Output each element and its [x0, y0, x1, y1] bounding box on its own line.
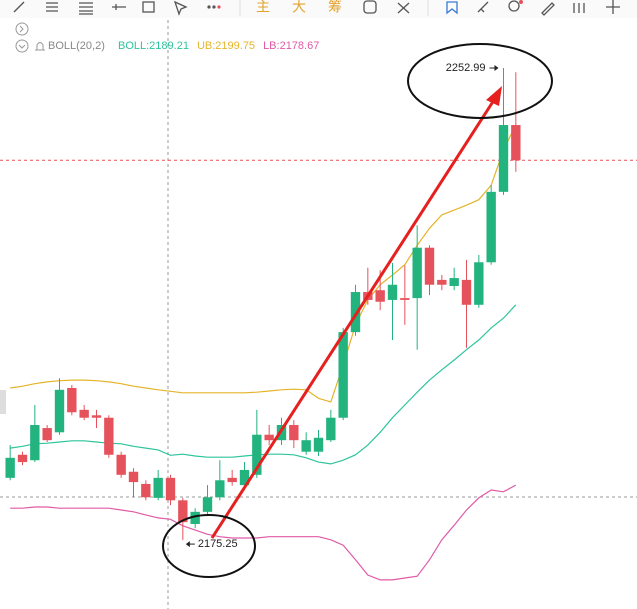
toolbar: 主 大 筹	[0, 0, 637, 18]
toolbar-label[interactable]: 大	[292, 0, 306, 15]
expand-button[interactable]	[15, 22, 29, 36]
tool-icon[interactable]	[397, 2, 410, 14]
collapse-icon	[18, 44, 26, 49]
candle-body	[301, 440, 311, 452]
highlight-ellipse	[407, 43, 553, 119]
candle-body	[387, 284, 398, 300]
badge	[519, 0, 523, 4]
plot	[0, 68, 637, 581]
trend-arrowhead	[486, 86, 502, 106]
candle-body	[42, 428, 52, 441]
candle-body	[141, 483, 151, 498]
legend-entry: UB:2199.75	[197, 40, 255, 52]
candle-body	[264, 434, 274, 441]
annotation-arrowhead	[494, 65, 499, 72]
toolbar-bg	[0, 0, 637, 18]
candle-body	[449, 278, 459, 286]
candle-body	[5, 457, 15, 478]
tool-dot[interactable]	[207, 5, 211, 9]
candle-body	[326, 417, 336, 441]
candle-body	[375, 290, 385, 302]
annotation-label: 2175.25	[198, 538, 238, 550]
tool-icon[interactable]	[508, 0, 520, 12]
candle-body	[400, 298, 410, 300]
tool-ray[interactable]	[112, 4, 126, 10]
band-line	[10, 124, 517, 403]
candle-body	[190, 511, 200, 524]
tool-cursor[interactable]	[173, 0, 188, 16]
candle-body	[116, 454, 126, 475]
collapse-button[interactable]	[15, 39, 29, 53]
tool-dot[interactable]	[217, 5, 221, 9]
alert-icon[interactable]	[35, 42, 45, 51]
candle-body	[67, 387, 77, 413]
toolbar-label[interactable]: 主	[256, 0, 270, 15]
candle-body	[239, 469, 250, 486]
candle-body	[437, 279, 447, 285]
candle-body	[227, 477, 237, 483]
tool-icon[interactable]	[446, 1, 458, 15]
highlight-ellipse	[162, 514, 256, 578]
indicator-name: BOLL(20,2)	[48, 40, 105, 52]
legend-entry: BOLL:2189.21	[118, 40, 189, 52]
candle-body	[350, 292, 361, 333]
candle-body	[215, 480, 225, 498]
candle-body	[461, 279, 472, 305]
toolbar-label[interactable]: 筹	[328, 0, 342, 15]
band-line	[10, 304, 517, 465]
candle-body	[30, 425, 40, 461]
tool-fib[interactable]	[79, 2, 93, 15]
candle-body	[17, 454, 28, 463]
candle-body	[178, 500, 188, 523]
candle-body	[165, 477, 176, 501]
tool-icon[interactable]	[541, 2, 555, 16]
tool-dot[interactable]	[212, 5, 216, 9]
tool-icon[interactable]	[606, 0, 620, 14]
candle-body	[289, 425, 299, 441]
tool-rect[interactable]	[142, 1, 155, 13]
candle-body	[498, 125, 509, 192]
side-tab[interactable]	[0, 390, 6, 414]
expand-icon	[19, 25, 24, 33]
candle-body	[54, 389, 65, 433]
candle-body	[79, 409, 89, 418]
candle-body	[412, 247, 422, 299]
candle-body	[338, 332, 348, 418]
annotation-arrowhead	[185, 541, 190, 548]
candle-body	[313, 437, 324, 452]
candle-body	[91, 415, 102, 418]
legend-entry: LB:2178.67	[263, 40, 319, 52]
candle-body	[511, 125, 521, 161]
annotation-label: 2252.99	[446, 62, 486, 74]
candle-body	[202, 497, 213, 512]
tool-line[interactable]	[13, 1, 25, 13]
tool-hlines[interactable]	[46, 2, 58, 12]
trend-arrow	[210, 99, 496, 539]
band-line	[10, 484, 517, 581]
tool-icon[interactable]	[573, 3, 585, 13]
candle-body	[486, 191, 496, 263]
candle-body	[128, 471, 139, 483]
candle-body	[424, 247, 435, 285]
tool-icon[interactable]	[363, 0, 377, 14]
candle-body	[252, 434, 262, 475]
candle-body	[153, 477, 163, 498]
tool-icon[interactable]	[477, 1, 489, 13]
candle-body	[104, 417, 114, 455]
candle-body	[474, 262, 484, 305]
